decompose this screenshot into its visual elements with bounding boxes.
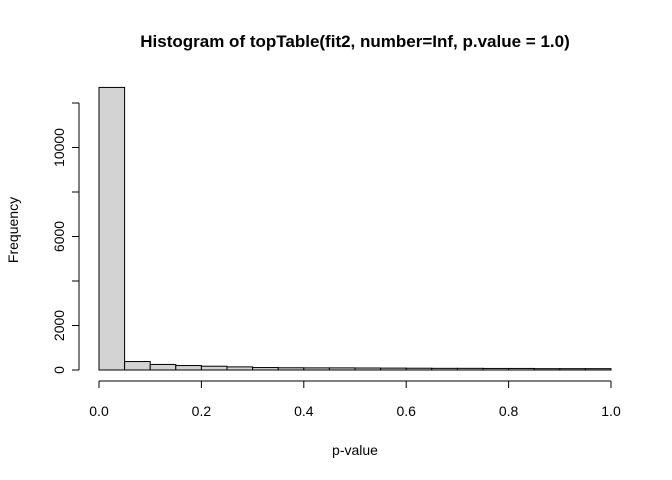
y-tick-label: 6000 <box>51 221 67 252</box>
histogram-bar <box>175 365 202 371</box>
bars-group <box>98 86 612 371</box>
histogram-bar <box>98 86 126 371</box>
chart-title: Histogram of topTable(fit2, number=Inf, … <box>140 32 569 51</box>
histogram-bar <box>584 368 612 371</box>
x-axis-label: p-value <box>332 442 378 458</box>
histogram-bar <box>431 367 458 371</box>
y-axis-label: Frequency <box>5 197 21 263</box>
histogram-bar <box>482 367 510 371</box>
histogram-bar <box>405 367 433 371</box>
x-tick-label: 0.4 <box>294 403 314 419</box>
x-tick-label: 1.0 <box>601 403 621 419</box>
histogram-bar <box>124 361 151 371</box>
histogram-bar <box>559 368 586 371</box>
y-axis: 0 2000 6000 10000 <box>51 102 80 374</box>
x-tick-label: 0.2 <box>192 403 212 419</box>
histogram-bar <box>226 366 254 371</box>
histogram-bar <box>354 367 382 371</box>
histogram-bar <box>303 367 330 371</box>
histogram-bar <box>533 368 561 371</box>
y-tick-label: 2000 <box>51 310 67 341</box>
histogram-bar <box>508 367 535 371</box>
histogram-bar <box>380 367 407 371</box>
y-tick-label: 0 <box>51 366 67 374</box>
histogram-bar <box>252 367 279 371</box>
histogram-bar <box>149 363 177 371</box>
histogram-bar <box>200 365 228 371</box>
x-axis: 0.0 0.2 0.4 0.6 0.8 1.0 <box>89 380 621 419</box>
x-tick-label: 0.8 <box>499 403 519 419</box>
x-tick-label: 0.6 <box>396 403 416 419</box>
y-tick-label: 10000 <box>51 128 67 167</box>
histogram-bar <box>328 367 356 371</box>
x-tick-label: 0.0 <box>89 403 109 419</box>
histogram-bar <box>277 367 305 371</box>
histogram-bar <box>456 367 484 371</box>
